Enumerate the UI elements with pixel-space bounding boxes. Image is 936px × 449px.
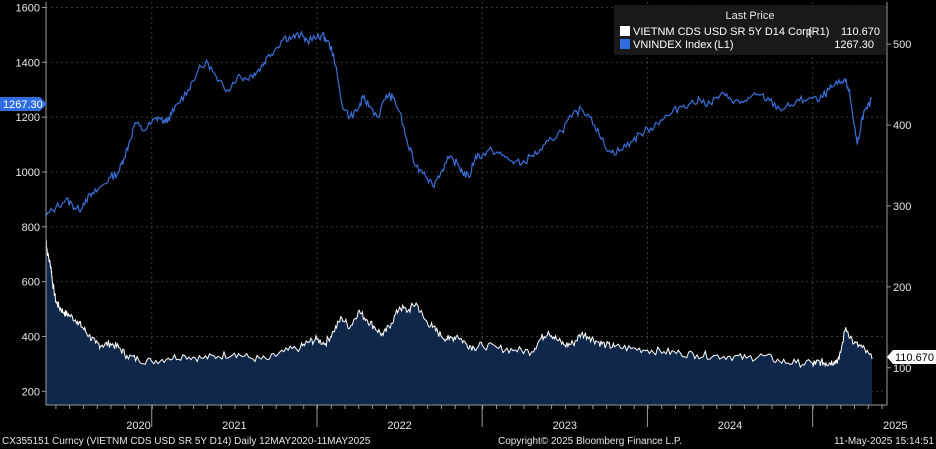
right-tick-label: 500 [893,39,911,51]
right-badge-value: 110.670 [895,352,934,364]
legend-value-cds: 110.670 [841,26,880,38]
left-last-price-badge: 1267.30 [0,97,47,111]
vnindex-series-line [45,30,873,217]
left-badge-value: 1267.30 [3,99,43,111]
legend-background [614,5,886,55]
left-tick-label: 1000 [16,167,40,179]
legend-label-vnindex: VNINDEX Index [633,39,712,51]
legend-title: Last Price [726,10,775,22]
left-tick-label: 800 [22,222,40,234]
cds-series-line [45,238,873,369]
legend-swatch-cds [620,26,630,36]
x-tick-label: 2024 [718,420,742,432]
x-tick-label: 2023 [553,420,577,432]
right-tick-label: 300 [893,201,911,213]
legend: Last Price VIETNM CDS USD SR 5Y D14 Corp… [614,5,886,55]
left-badge-shape [0,97,47,111]
legend-swatch-vnindex [620,39,630,49]
left-tick-label: 600 [22,277,40,289]
left-tick-label: 1200 [16,112,40,124]
cds-area-group [46,238,873,405]
left-tick-label: 200 [22,386,40,398]
left-tick-label: 1400 [16,57,40,69]
cds-area-fill [46,238,873,405]
footer-copyright: Copyright© 2025 Bloomberg Finance L.P. [498,436,682,447]
axes-group: 200 400 600 800 1000 1200 1400 1600 100 200 300 400… [16,2,911,432]
left-tick-label: 400 [22,331,40,343]
right-tick-label: 200 [893,282,911,294]
x-tick-label: 2021 [222,420,246,432]
left-tick-label: 1600 [16,2,40,14]
footer-left-text: CX355151 Curncy (VIETNM CDS USD SR 5Y D1… [2,436,371,447]
right-badge-shape [887,350,936,364]
right-last-price-badge: 110.670 [887,350,936,364]
right-tick-label: 400 [893,120,911,132]
x-tick-label: 2020 [126,420,150,432]
footer: CX355151 Curncy (VIETNM CDS USD SR 5Y D1… [2,436,934,447]
legend-axis-vnindex: (L1) [714,39,734,51]
right-tick-label: 100 [893,363,911,375]
legend-label-cds: VIETNM CDS USD SR 5Y D14 Corp [633,26,812,38]
grid-lines [46,2,887,405]
x-tick-label: 2025 [883,420,907,432]
series-lines-group [45,30,873,369]
x-tick-label: 2022 [387,420,411,432]
legend-value-vnindex: 1267.30 [834,39,874,51]
legend-axis-cds: (R1) [808,26,829,38]
footer-timestamp: 11-May-2025 15:14:51 [834,436,934,447]
